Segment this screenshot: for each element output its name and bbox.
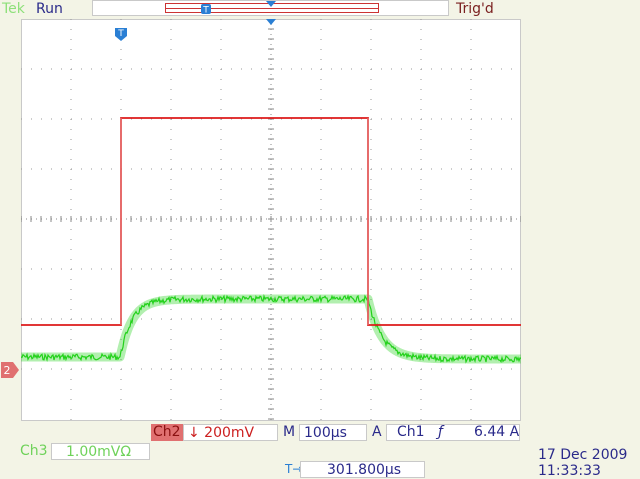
ch1-waveform [21,117,521,326]
trigger-position-marker-icon: T [115,28,127,41]
trigger-level: 6.44 A [474,424,520,440]
ch2-scale[interactable]: ↓ 200mV [183,424,278,441]
date-readout: 17 Dec 2009 [538,447,628,463]
ch2-ground-marker-icon[interactable]: 2 [0,361,20,379]
svg-text:T: T [117,29,124,39]
ch2-tag[interactable]: Ch2 [151,424,183,441]
center-marker-top-icon [266,1,276,7]
trigger-readout[interactable] [386,424,520,441]
trigger-position-overview-icon: T [201,4,211,16]
brand-label: Tek [2,1,25,17]
timebase-value[interactable]: 100µs [299,424,367,441]
trigger-position-value[interactable]: 301.800µs [300,461,425,478]
acquisition-label: A [372,424,382,440]
trigger-source: Ch1 [397,424,425,440]
timebase-label: M [283,424,296,440]
svg-text:T: T [202,6,209,16]
ch3-waveform [21,293,521,364]
time-readout: 11:33:33 [538,463,601,479]
ch3-scale[interactable]: 1.00mVΩ [51,443,150,460]
svg-text:2: 2 [4,364,11,377]
center-marker-icon [266,19,276,25]
rising-edge-icon: ƒ [438,424,443,440]
ch3-label: Ch3 [20,443,48,459]
trigger-status: Trig'd [456,1,494,17]
acquisition-state: Run [36,1,63,17]
waveform-graticule [21,19,521,421]
record-window-line [166,8,378,9]
